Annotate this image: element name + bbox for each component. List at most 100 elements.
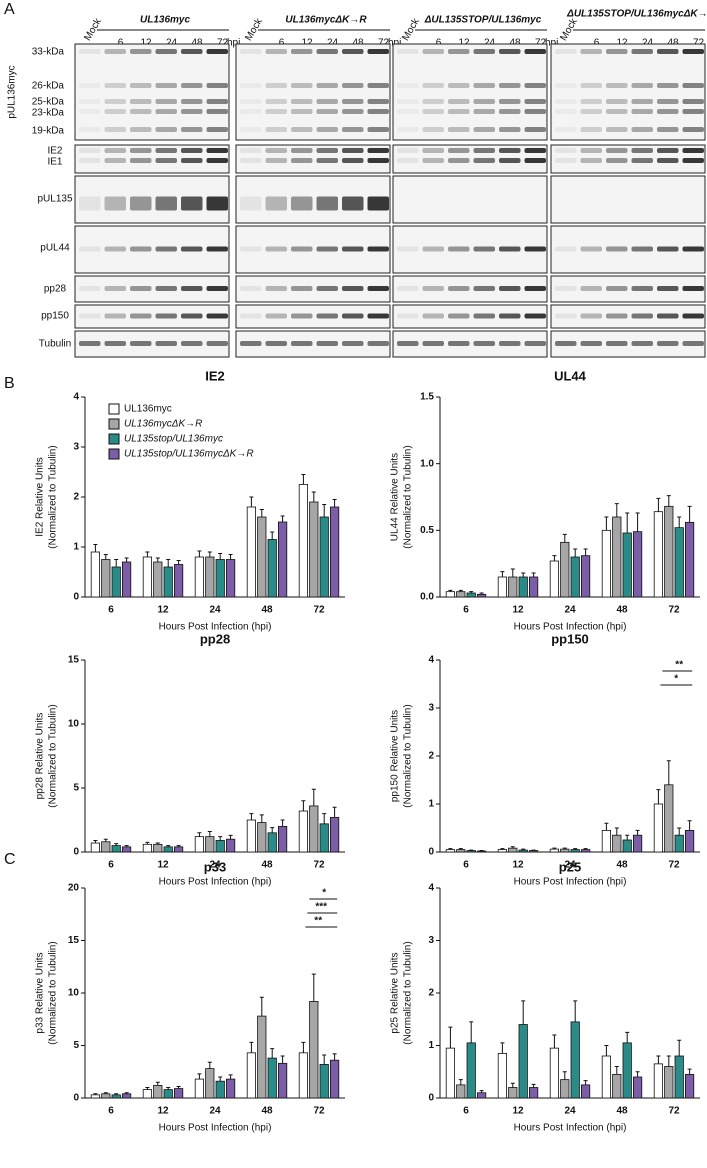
band [682, 286, 704, 291]
blot-frame [392, 144, 548, 174]
blot-frame [550, 144, 706, 174]
band [206, 313, 228, 319]
bar [298, 810, 309, 853]
lane-label: 48 [667, 38, 679, 49]
band [316, 246, 338, 252]
band [155, 341, 177, 346]
bar [560, 848, 570, 853]
group-title: UL136mycΔK→R [285, 15, 367, 26]
bar [456, 591, 466, 598]
hpi-label: hpi [545, 38, 558, 49]
band [181, 341, 203, 346]
band [291, 83, 313, 88]
band [130, 49, 152, 54]
bar [653, 1063, 664, 1099]
bar [570, 556, 580, 598]
bar [173, 1088, 184, 1099]
band [265, 83, 287, 88]
band [422, 341, 444, 346]
error-bar [573, 548, 578, 557]
blot-frame [74, 275, 230, 303]
bar [612, 834, 622, 853]
bar [518, 1024, 528, 1099]
error-bar [155, 1081, 160, 1086]
y-tick-label: 3 [428, 935, 434, 946]
error-bar [552, 847, 557, 850]
row-label: pUL136myc [7, 65, 18, 118]
band [448, 109, 470, 114]
lane-label: Mock [82, 16, 104, 43]
band [657, 341, 679, 346]
error-bar [176, 845, 181, 847]
band [580, 246, 602, 252]
band [448, 246, 470, 252]
band [181, 158, 203, 163]
band [79, 286, 101, 291]
band [342, 158, 364, 163]
y-tick-label: 5 [73, 783, 79, 794]
error-bar [228, 1074, 233, 1080]
lane-label: Mock [400, 16, 422, 43]
band [397, 341, 419, 346]
band [181, 127, 203, 132]
error-bar [677, 1039, 682, 1056]
bar [163, 566, 173, 598]
band [342, 246, 364, 252]
band [606, 286, 628, 291]
error-bar [583, 548, 588, 556]
band [316, 109, 338, 114]
x-tick-label: 48 [261, 1106, 273, 1117]
legend-swatch [108, 433, 120, 445]
bar [476, 850, 487, 853]
band [342, 313, 364, 319]
band [240, 158, 262, 163]
error-bar [531, 572, 536, 577]
error-bar [635, 1071, 640, 1077]
band [104, 83, 126, 88]
bar [529, 576, 539, 598]
band [473, 99, 495, 104]
bar [205, 1068, 215, 1099]
x-tick-label: 6 [463, 605, 469, 616]
bar [122, 846, 132, 853]
band [130, 127, 152, 132]
bar [329, 506, 340, 598]
group-title: UL136myc [140, 15, 190, 26]
band [291, 109, 313, 114]
band [181, 286, 203, 291]
blot-frame [235, 275, 391, 303]
y-tick-label: 10 [68, 719, 80, 730]
legend-swatch [108, 403, 120, 415]
y-axis-label: p25 Relative Units [390, 952, 401, 1033]
error-bar [145, 1087, 150, 1090]
band [181, 83, 203, 88]
band [155, 83, 177, 88]
bar [664, 784, 674, 853]
bar [90, 842, 100, 853]
row-label: IE2 [47, 146, 62, 157]
band [682, 313, 704, 319]
error-bar [145, 841, 150, 845]
error-bar [656, 497, 661, 512]
band [316, 158, 338, 163]
error-bar [207, 551, 212, 557]
error-bar [458, 1079, 463, 1085]
band [555, 99, 577, 104]
bar [445, 591, 456, 598]
x-axis-label: Hours Post Infection (hpi) [514, 877, 627, 888]
band [682, 341, 704, 346]
band [181, 49, 203, 54]
band [682, 148, 704, 153]
bar [549, 848, 560, 853]
y-tick-label: 2 [428, 988, 434, 999]
band [657, 109, 679, 114]
marker-label: 23-kDa [32, 108, 65, 119]
y-tick-label: 1.5 [420, 392, 434, 403]
lane-label: 24 [484, 38, 496, 49]
band [130, 83, 152, 88]
group-title: ΔUL135STOP/UL136mycΔK→R [566, 9, 707, 20]
blot-frame [392, 43, 548, 141]
band [682, 158, 704, 163]
x-tick-label: 72 [668, 860, 680, 871]
error-bar [583, 1080, 588, 1085]
